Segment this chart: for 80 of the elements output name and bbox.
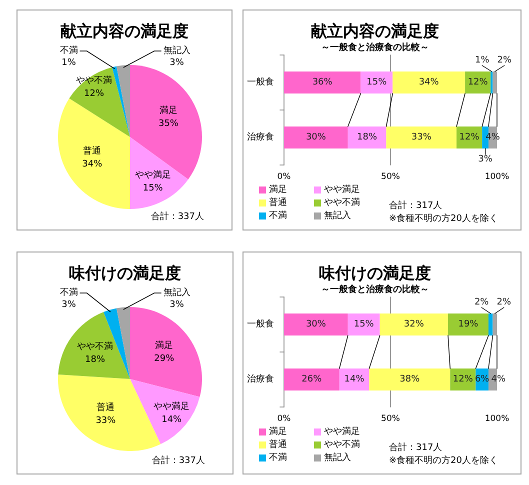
tick-label: 50% bbox=[381, 172, 400, 182]
data-label: 12% bbox=[452, 374, 473, 384]
legend-label: やや満足 bbox=[324, 427, 360, 437]
tick-label: 100% bbox=[484, 414, 510, 424]
data-label: 38% bbox=[400, 374, 420, 384]
tick-label: 50% bbox=[381, 414, 400, 424]
slice-label: 満足 bbox=[159, 104, 178, 116]
legend-label: 不満 bbox=[269, 211, 287, 221]
annotation: 合計：317人 bbox=[389, 201, 442, 211]
data-label: 29% bbox=[154, 354, 175, 364]
subtitle: ～一般食と治療食の比較～ bbox=[321, 285, 429, 295]
data-label: 35% bbox=[158, 118, 179, 129]
title: 味付けの満足度 bbox=[69, 264, 181, 282]
annotation: 合計：337人 bbox=[152, 456, 205, 466]
data-label: 3% bbox=[62, 300, 76, 310]
data-label: 30% bbox=[306, 320, 326, 330]
slice-label: 不満 bbox=[60, 45, 78, 56]
subtitle: ～一般食と治療食の比較～ bbox=[321, 43, 429, 53]
data-label: 2% bbox=[496, 298, 512, 308]
data-label: 36% bbox=[312, 78, 332, 88]
title: 献立内容の満足度 bbox=[60, 22, 188, 40]
data-label: 33% bbox=[96, 416, 116, 426]
data-label: 15% bbox=[142, 183, 164, 194]
data-label: 26% bbox=[302, 374, 322, 384]
annotation: ※食種不明の方20人を除く bbox=[389, 456, 498, 466]
data-label: 30% bbox=[306, 132, 326, 142]
slice-label: やや満足 bbox=[134, 169, 171, 180]
data-label: 19% bbox=[458, 320, 478, 330]
slice-label: やや不満 bbox=[76, 74, 112, 86]
annotation: 合計：337人 bbox=[150, 212, 204, 222]
slice-label: やや不満 bbox=[77, 341, 114, 352]
data-label: 4% bbox=[491, 374, 506, 384]
legend-label: やや満足 bbox=[324, 185, 360, 195]
data-label: 2% bbox=[497, 56, 512, 66]
annotation: 合計：317人 bbox=[389, 443, 442, 453]
category-label: 治療食 bbox=[247, 374, 274, 384]
slice-label: 普通 bbox=[96, 402, 115, 414]
tick-label: 100% bbox=[484, 172, 510, 182]
data-label: 3% bbox=[170, 300, 184, 310]
data-label: 12% bbox=[468, 78, 488, 88]
data-label: 34% bbox=[418, 78, 439, 88]
legend-label: 不満 bbox=[269, 453, 287, 463]
tick-label: 0% bbox=[277, 172, 291, 182]
legend-label: 無記入 bbox=[324, 211, 351, 221]
slice-label: 満足 bbox=[155, 340, 174, 352]
data-label: 2% bbox=[474, 298, 489, 308]
slice-label: やや満足 bbox=[154, 400, 190, 412]
legend-label: やや不満 bbox=[324, 440, 360, 450]
data-label: 3% bbox=[170, 58, 184, 68]
legend-label: 無記入 bbox=[324, 453, 351, 463]
legend-label: 普通 bbox=[269, 198, 287, 208]
legend-label: 普通 bbox=[269, 440, 287, 450]
data-label: 3% bbox=[478, 154, 492, 164]
category-label: 一般食 bbox=[247, 78, 274, 88]
slice-label: 普通 bbox=[83, 145, 102, 156]
data-label: 34% bbox=[82, 159, 103, 170]
category-label: 一般食 bbox=[247, 320, 274, 330]
legend-label: やや不満 bbox=[324, 198, 360, 208]
data-label: 12% bbox=[84, 88, 104, 99]
data-label: 18% bbox=[85, 355, 106, 366]
data-label: 33% bbox=[411, 132, 432, 142]
legend-label: 満足 bbox=[269, 185, 287, 195]
data-label: 18% bbox=[357, 132, 378, 142]
data-label: 15% bbox=[366, 78, 387, 88]
annotation: ※食種不明の方20人を除く bbox=[389, 214, 498, 224]
legend-label: 満足 bbox=[269, 427, 287, 437]
data-label: 1% bbox=[475, 56, 490, 66]
data-label: 14% bbox=[162, 414, 182, 425]
slice-label: 無記入 bbox=[163, 45, 190, 56]
title: 味付けの満足度 bbox=[319, 264, 431, 282]
tick-label: 0% bbox=[277, 414, 291, 424]
category-label: 治療食 bbox=[247, 132, 274, 142]
data-label: 12% bbox=[459, 132, 480, 142]
slice-label: 無記入 bbox=[163, 287, 190, 298]
data-label: 15% bbox=[354, 320, 374, 330]
data-label: 32% bbox=[404, 320, 424, 330]
slice-label: 不満 bbox=[60, 287, 78, 298]
data-label: 14% bbox=[344, 374, 364, 384]
data-label: 1% bbox=[62, 58, 76, 68]
title: 献立内容の満足度 bbox=[311, 22, 439, 40]
